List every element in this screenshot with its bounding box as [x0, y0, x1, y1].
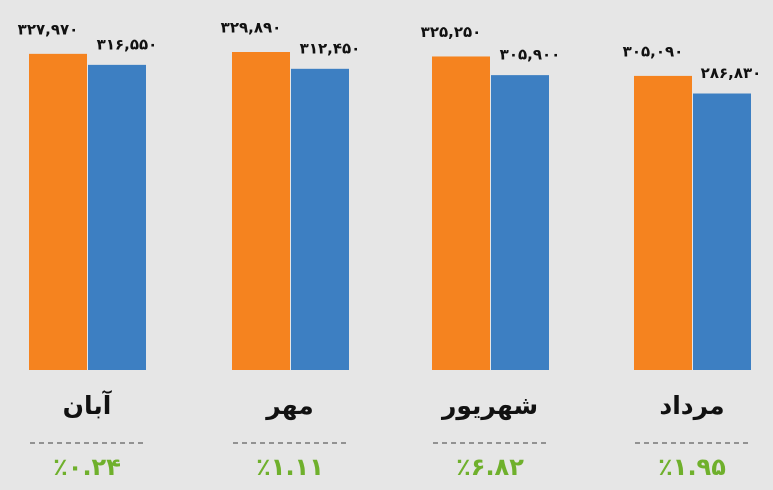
annotation: ٪۱.۹۵: [658, 453, 726, 481]
value-label: ۳۲۵,۲۵۰: [421, 23, 482, 41]
bar: [432, 56, 490, 370]
value-label: ۳۰۵,۹۰۰: [500, 46, 561, 64]
annotation: ٪۶.۸۲: [456, 453, 524, 481]
bar: [291, 68, 349, 370]
x-tick-label: مهر: [264, 391, 314, 421]
bar: [88, 64, 146, 370]
value-label: ۳۱۶,۵۵۰: [97, 35, 158, 53]
value-label: ۳۲۷,۹۷۰: [18, 20, 79, 38]
x-tick-label: شهریور: [440, 391, 538, 421]
value-label: ۳۰۵,۰۹۰: [623, 42, 684, 60]
x-tick-label: آبان: [63, 390, 113, 420]
bar: [491, 75, 549, 371]
value-label: ۳۱۲,۴۵۰: [300, 39, 361, 57]
value-label: ۳۲۹,۸۹۰: [221, 19, 282, 37]
bar: [634, 75, 692, 370]
bar: [29, 53, 87, 370]
bar: [693, 93, 751, 370]
annotation: ٪۱.۱۱: [256, 453, 324, 481]
value-label: ۲۸۶,۸۳۰: [701, 64, 762, 82]
bar: [232, 52, 290, 370]
x-tick-label: مرداد: [659, 391, 724, 421]
annotation: ٪۰.۲۴: [53, 453, 121, 481]
